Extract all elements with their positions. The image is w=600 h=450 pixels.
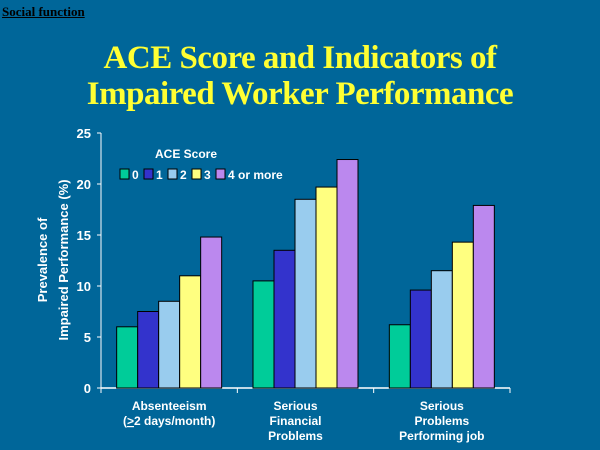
legend-swatch-2 (167, 168, 178, 180)
title-line-1: ACE Score and Indicators of (103, 40, 497, 76)
x-category-label: Absenteeism (132, 399, 207, 413)
x-category-label: Problems (414, 414, 469, 428)
y-tick-label: 5 (84, 330, 91, 345)
bar-2-series-3 (315, 186, 338, 389)
bar-3-series-3 (451, 241, 474, 389)
legend-swatch-4-or-more (215, 168, 226, 180)
bar-3-series-0 (388, 324, 411, 389)
bar-3-series-1 (409, 289, 432, 389)
legend-swatch-1 (143, 168, 154, 180)
y-tick-label: 10 (77, 279, 91, 294)
bar-2-series-4-or-more (336, 159, 359, 389)
y-tick-label: 15 (77, 228, 91, 243)
x-category-label: Serious (420, 399, 464, 413)
legend-label: 3 (204, 168, 211, 182)
bar-3-series-4-or-more (472, 204, 495, 389)
y-tick-label: 20 (77, 177, 91, 192)
bar-1-series-4-or-more (200, 236, 223, 389)
y-tick-label: 0 (84, 381, 91, 396)
legend-label: 1 (156, 168, 163, 182)
legend-label: 4 or more (228, 168, 283, 182)
legend-swatch-3 (191, 168, 202, 180)
bar-1-series-2 (158, 300, 181, 389)
bar-1-series-0 (116, 326, 139, 389)
y-axis-label-line-2: Impaired Performance (%) (56, 179, 71, 340)
slide-title: ACE Score and Indicators of Impaired Wor… (0, 40, 600, 112)
bar-1-series-1 (137, 311, 160, 389)
y-axis-label-line-1: Prevalence of (35, 217, 50, 302)
bar-1-series-3 (179, 275, 202, 389)
x-category-label: Financial (269, 414, 321, 428)
bar-3-series-2 (430, 270, 453, 389)
y-tick-label: 25 (77, 126, 91, 141)
x-category-label: Serious (273, 399, 317, 413)
legend-label: 0 (132, 168, 139, 182)
legend-swatch-0 (119, 168, 130, 180)
title-line-2: Impaired Worker Performance (86, 76, 514, 112)
bar-2-series-0 (252, 280, 275, 389)
slide-header: Social function (2, 4, 85, 19)
bar-2-series-1 (273, 249, 296, 389)
legend-title: ACE Score (155, 147, 217, 161)
legend-label: 2 (180, 168, 187, 182)
x-category-label: Performing job (399, 429, 484, 443)
x-category-label: Problems (268, 429, 323, 443)
x-category-label: (>2 days/month) (123, 414, 215, 428)
bar-2-series-2 (294, 198, 317, 389)
